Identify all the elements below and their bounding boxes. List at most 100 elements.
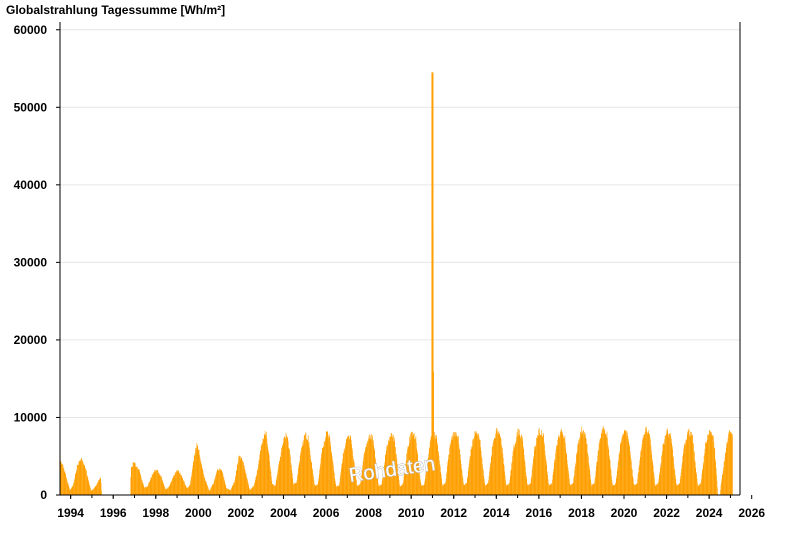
- data-bar: [596, 461, 598, 495]
- data-bar: [412, 432, 413, 495]
- data-bar: [314, 483, 315, 495]
- data-bar: [241, 457, 242, 495]
- data-bar: [271, 480, 273, 495]
- data-bar: [269, 461, 270, 495]
- data-bar: [586, 444, 588, 495]
- data-bar: [665, 435, 666, 495]
- data-bar: [601, 432, 602, 495]
- data-bar: [421, 485, 422, 495]
- data-bar: [490, 464, 491, 495]
- data-bar: [593, 484, 595, 495]
- data-bar: [663, 443, 664, 495]
- data-bar: [706, 442, 708, 495]
- data-bar: [433, 371, 434, 495]
- data-bar: [541, 435, 543, 495]
- data-bar: [573, 475, 575, 495]
- data-bar: [384, 461, 386, 495]
- data-bar: [231, 487, 233, 495]
- data-bar: [419, 470, 420, 495]
- data-bar: [586, 443, 587, 495]
- data-bar: [65, 473, 66, 495]
- data-bar: [571, 484, 572, 495]
- data-bar: [657, 484, 658, 495]
- data-bar: [290, 456, 291, 495]
- data-bar: [87, 476, 88, 495]
- data-bar: [286, 435, 287, 495]
- data-bar: [171, 480, 173, 495]
- data-bar: [473, 440, 475, 495]
- data-bar: [198, 450, 199, 495]
- data-bar: [435, 439, 437, 495]
- data-bar: [544, 444, 545, 495]
- data-bar: [219, 468, 220, 495]
- data-bar: [622, 433, 624, 495]
- data-bar: [61, 463, 62, 495]
- data-bar: [637, 478, 638, 495]
- data-bar: [727, 437, 729, 495]
- data-bar: [368, 436, 370, 495]
- x-tick-label: 2024: [696, 506, 723, 520]
- data-bar: [572, 483, 574, 495]
- data-bar: [452, 432, 454, 495]
- data-bar: [201, 468, 203, 495]
- data-bar: [480, 451, 482, 495]
- data-bar: [587, 452, 588, 495]
- data-bar: [434, 437, 436, 495]
- data-bar: [420, 482, 422, 495]
- data-bar: [461, 468, 462, 495]
- data-bar: [406, 454, 407, 495]
- x-tick-label: 2006: [313, 506, 340, 520]
- data-bar: [698, 485, 699, 495]
- data-bar: [629, 451, 631, 495]
- data-bar: [574, 470, 575, 495]
- data-bar: [395, 454, 397, 495]
- data-bar: [652, 462, 653, 495]
- data-bar: [367, 441, 368, 495]
- data-bar: [95, 485, 97, 495]
- data-bar: [490, 456, 492, 495]
- data-bar: [494, 437, 496, 495]
- data-bar: [340, 474, 341, 495]
- data-bar: [678, 484, 679, 495]
- data-bar: [569, 478, 570, 495]
- data-bar: [574, 466, 576, 495]
- data-bar: [375, 462, 377, 495]
- data-bar: [188, 486, 190, 495]
- data-bar: [317, 484, 319, 495]
- data-bar: [229, 489, 230, 495]
- data-bar: [694, 459, 696, 495]
- data-bar: [142, 481, 143, 495]
- data-bar: [274, 485, 276, 495]
- data-bar: [304, 435, 305, 495]
- data-bar: [389, 441, 390, 495]
- data-bar: [163, 483, 164, 495]
- data-bar: [62, 464, 64, 495]
- data-bar: [653, 471, 654, 495]
- data-bar: [300, 450, 302, 495]
- data-bar: [191, 475, 192, 495]
- data-bar: [720, 490, 721, 495]
- data-bar: [647, 432, 649, 495]
- data-bar: [647, 432, 649, 495]
- data-bar: [492, 443, 494, 495]
- data-bar: [425, 474, 426, 495]
- data-bar: [677, 485, 678, 495]
- data-bar: [263, 434, 265, 495]
- data-bar: [725, 452, 727, 495]
- data-bar: [93, 488, 94, 495]
- data-bar: [265, 436, 267, 495]
- data-bar: [238, 456, 240, 495]
- data-bar: [655, 485, 657, 495]
- data-bar: [261, 443, 263, 495]
- data-bar: [569, 483, 571, 495]
- data-bar: [615, 482, 617, 495]
- data-bar: [603, 428, 604, 495]
- data-bar: [259, 459, 260, 495]
- data-bar: [214, 478, 216, 495]
- data-bar: [251, 488, 252, 495]
- data-bar: [724, 457, 726, 495]
- data-bar: [488, 479, 489, 495]
- data-bar: [573, 482, 574, 495]
- data-bar: [467, 471, 469, 495]
- data-bar: [371, 437, 373, 495]
